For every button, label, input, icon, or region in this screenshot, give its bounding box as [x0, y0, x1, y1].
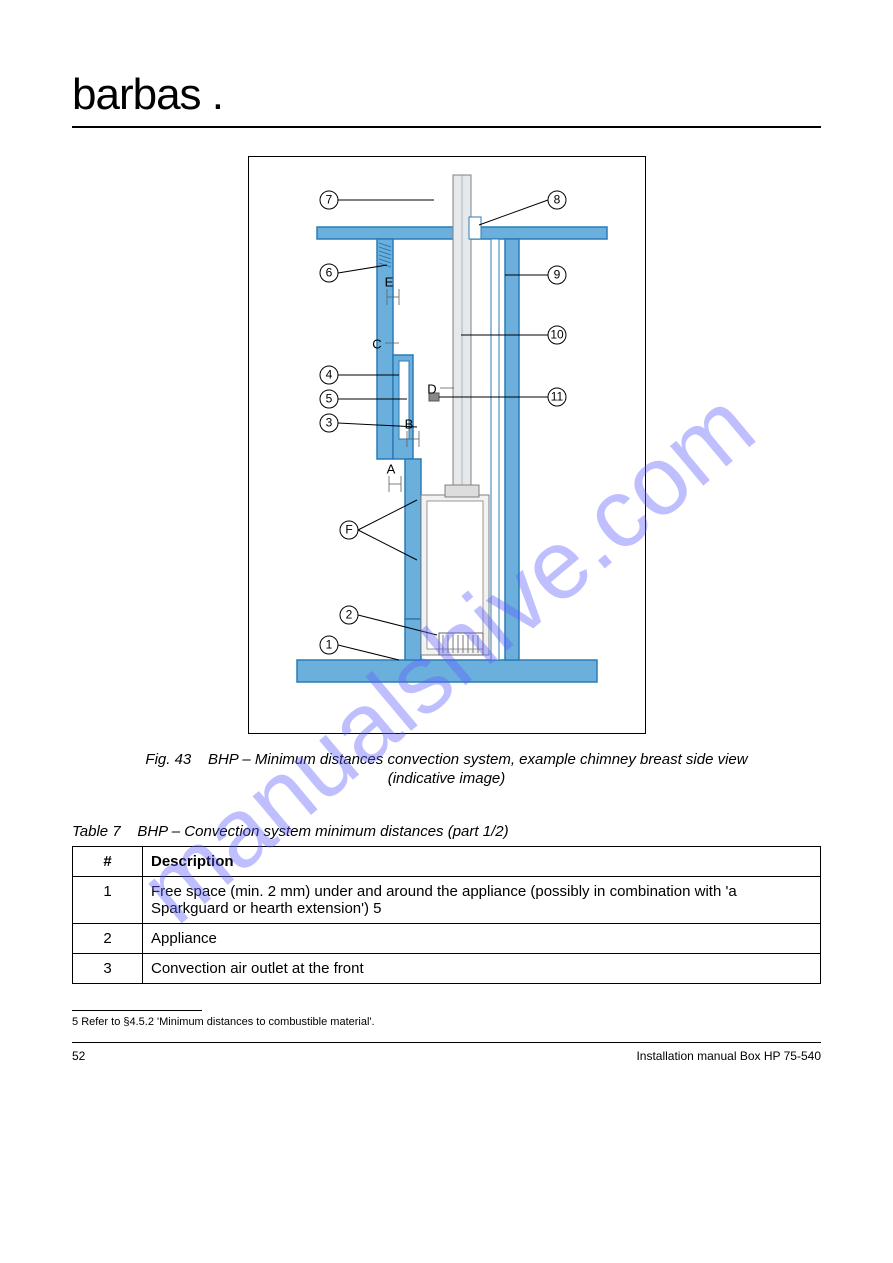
table-cell: 1	[73, 877, 143, 924]
svg-text:F: F	[345, 523, 352, 537]
svg-text:C: C	[372, 336, 381, 351]
table-header-cell: #	[73, 847, 143, 877]
svg-text:10: 10	[550, 328, 564, 342]
footnote-num: 5	[72, 1016, 78, 1028]
figure-caption-text: BHP – Minimum distances convection syste…	[208, 751, 748, 768]
svg-text:11: 11	[550, 390, 563, 404]
footer-page-number: 52	[72, 1049, 85, 1063]
svg-text:1: 1	[325, 638, 332, 652]
table-cell: Free space (min. 2 mm) under and around …	[143, 877, 821, 924]
distances-table: #Description1Free space (min. 2 mm) unde…	[72, 846, 821, 984]
svg-text:7: 7	[325, 193, 332, 207]
table-header-cell: Description	[143, 847, 821, 877]
svg-text:8: 8	[553, 193, 560, 207]
table-caption-prefix: Table 7	[72, 823, 121, 840]
table-row: 1Free space (min. 2 mm) under and around…	[73, 877, 821, 924]
page-footer: 52 Installation manual Box HP 75-540	[72, 1049, 821, 1063]
header-rule	[72, 126, 821, 128]
diagram: E C D B A 7 6 4 5 3 F 2 1 8 9 10 11	[257, 165, 637, 725]
svg-text:9: 9	[553, 268, 560, 282]
table-caption-text: BHP – Convection system minimum distance…	[137, 823, 508, 840]
svg-text:A: A	[386, 461, 395, 476]
page: barbas . ECDBA76453F21891011 Fig. 43 BHP…	[0, 0, 893, 1263]
table-cell: 3	[73, 954, 143, 984]
svg-text:4: 4	[325, 368, 332, 382]
footnote-text: Refer to §4.5.2 'Minimum distances to co…	[81, 1016, 374, 1028]
svg-text:3: 3	[325, 416, 332, 430]
figure-subcaption: (indicative image)	[72, 770, 821, 787]
footnote: 5 Refer to §4.5.2 'Minimum distances to …	[72, 1015, 821, 1030]
table-cell: Appliance	[143, 924, 821, 954]
brand-logo: barbas .	[72, 70, 821, 120]
table-caption: Table 7 BHP – Convection system minimum …	[72, 823, 821, 840]
svg-text:5: 5	[325, 392, 332, 406]
footer-rule	[72, 1042, 821, 1043]
svg-text:2: 2	[345, 608, 352, 622]
figure-caption-prefix: Fig. 43	[145, 751, 191, 768]
table-cell: 2	[73, 924, 143, 954]
figure-container: E C D B A 7 6 4 5 3 F 2 1 8 9 10 11 Fig. 43 BHP – Minimu…	[72, 156, 821, 787]
footer-doc-title: Installation manual Box HP 75-540	[636, 1049, 821, 1063]
figure-caption: Fig. 43 BHP – Minimum distances convecti…	[72, 751, 821, 768]
table-cell: Convection air outlet at the front	[143, 954, 821, 984]
svg-text:E: E	[384, 274, 393, 289]
table-row: 3Convection air outlet at the front	[73, 954, 821, 984]
footnote-rule	[72, 1010, 202, 1011]
svg-text:6: 6	[325, 266, 332, 280]
svg-text:D: D	[427, 381, 436, 396]
svg-text:B: B	[404, 416, 413, 431]
figure-frame: E C D B A 7 6 4 5 3 F 2 1 8 9 10 11	[248, 156, 646, 734]
table-row: 2Appliance	[73, 924, 821, 954]
